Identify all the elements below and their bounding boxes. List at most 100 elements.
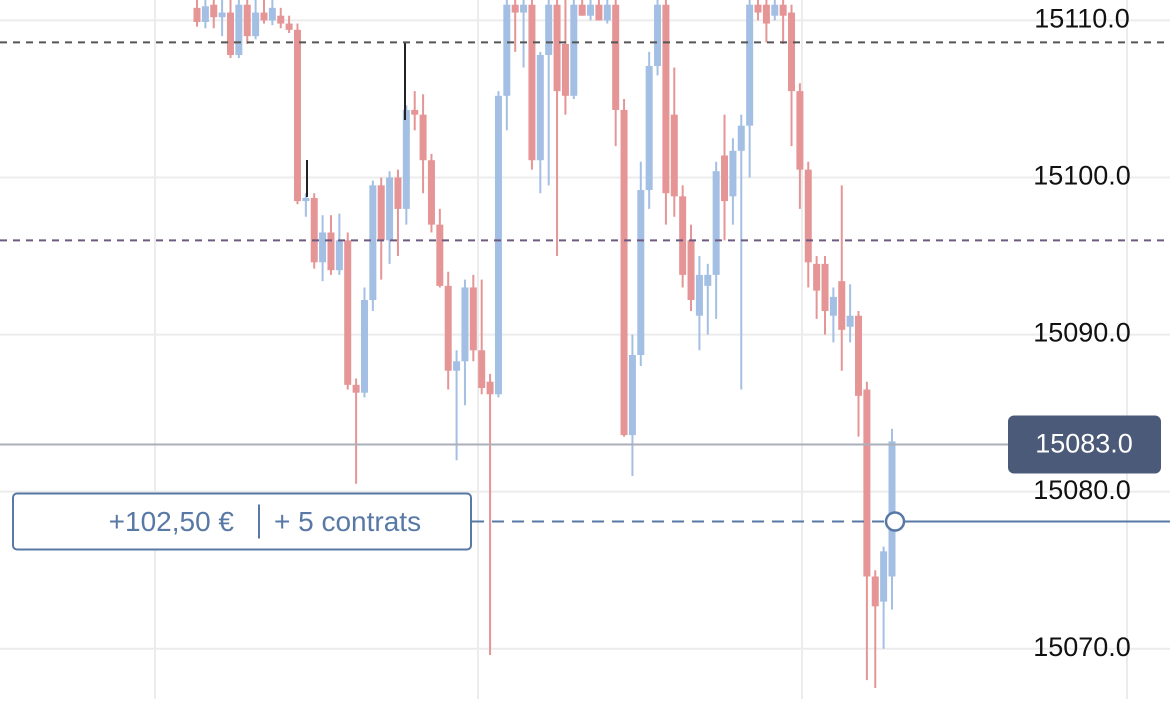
candle-body <box>662 4 670 194</box>
y-tick-label: 15070.0 <box>1033 632 1131 662</box>
candle-body <box>327 232 335 271</box>
y-tick-label: 15080.0 <box>1033 475 1131 505</box>
candle-body <box>771 4 779 16</box>
candle-body <box>637 190 645 355</box>
candle-body <box>838 281 846 330</box>
candle-body <box>293 29 301 202</box>
candle-body <box>545 4 553 55</box>
candle-body <box>444 285 452 371</box>
candle-body <box>360 300 368 393</box>
candle-body <box>319 232 327 263</box>
candle-body <box>528 4 536 161</box>
candle-body <box>218 12 226 18</box>
position-box <box>12 492 472 551</box>
candle-body <box>603 4 611 21</box>
candle-body <box>427 160 435 225</box>
candle-body <box>796 91 804 170</box>
candle-body <box>754 4 762 13</box>
candle-body <box>226 12 234 55</box>
candle-body <box>302 197 310 202</box>
last-price-badge <box>1008 415 1161 474</box>
candles <box>193 0 896 689</box>
y-tick-label: 15100.0 <box>1033 161 1131 191</box>
candle-body <box>654 4 662 66</box>
candle-body <box>486 381 494 395</box>
candle-body <box>570 4 578 96</box>
candle-body <box>252 12 260 37</box>
candle-body <box>210 4 218 18</box>
overlay: 15083.0 +102,50 € + 5 contrats <box>0 41 1170 551</box>
candle-body <box>436 224 444 286</box>
candle-body <box>511 4 519 13</box>
candle-body <box>871 576 879 607</box>
candle-body <box>712 171 720 275</box>
candle-body <box>344 240 352 385</box>
candle-body <box>762 4 770 24</box>
candle-body <box>461 287 469 362</box>
candle-body <box>419 114 427 161</box>
candle-body <box>846 315 854 327</box>
candle-body <box>620 109 628 436</box>
candle-body <box>595 4 603 21</box>
y-tick-label: 15110.0 <box>1034 4 1130 34</box>
candle-body <box>888 441 896 577</box>
candle-body <box>402 109 410 209</box>
candle-body <box>503 4 511 96</box>
candle-body <box>813 263 821 291</box>
candle-body <box>478 350 486 388</box>
candle-body <box>880 551 888 602</box>
y-tick-label: 15090.0 <box>1033 318 1131 348</box>
candle-body <box>628 354 636 436</box>
candle-body <box>687 240 695 301</box>
candle-body <box>386 177 394 241</box>
grid <box>0 19 1170 650</box>
candle-body <box>201 6 209 22</box>
candle-body <box>553 4 561 92</box>
candle-body <box>729 150 737 197</box>
candle-body <box>804 169 812 263</box>
candle-body <box>670 114 678 197</box>
candle-body <box>829 296 837 316</box>
candle-body <box>578 4 586 16</box>
candle-body <box>737 125 745 151</box>
position-quantity: + 5 contrats <box>274 506 421 537</box>
candle-body <box>855 315 863 396</box>
candle-body <box>494 95 502 395</box>
candle-body <box>612 4 620 110</box>
candle-body <box>260 12 268 21</box>
candle-body <box>788 12 796 92</box>
candle-body <box>779 4 787 16</box>
candle-body <box>335 240 343 271</box>
candle-body <box>520 4 528 13</box>
candle-body <box>561 43 569 96</box>
candle-body <box>863 389 871 577</box>
candle-body <box>352 384 360 393</box>
axis-labels: 15070.0 15080.0 15090.0 15100.0 15110.0 <box>1033 4 1131 662</box>
candle-body <box>453 361 461 371</box>
candle-body <box>235 4 243 55</box>
candle-body <box>679 196 687 275</box>
candle-body <box>310 197 318 263</box>
candle-body <box>193 7 201 22</box>
candle-body <box>277 15 285 24</box>
last-price-label: 15083.0 <box>1035 429 1133 459</box>
execution-markers <box>306 42 406 197</box>
position-marker <box>884 511 906 532</box>
candle-body <box>469 287 477 351</box>
candle-body <box>746 4 754 126</box>
position-pnl: +102,50 € <box>109 506 235 537</box>
candle-body <box>704 274 712 286</box>
candle-body <box>721 155 729 202</box>
candle-body <box>394 177 402 209</box>
candle-body <box>268 7 276 21</box>
candle-body <box>695 274 703 316</box>
candle-body <box>821 263 829 312</box>
candle-body <box>377 185 385 241</box>
candle-body <box>243 4 251 37</box>
candle-body <box>587 4 595 16</box>
candle-body <box>645 65 653 191</box>
candle-body <box>285 23 293 30</box>
candle-body <box>369 185 377 301</box>
candle-body <box>411 109 419 115</box>
